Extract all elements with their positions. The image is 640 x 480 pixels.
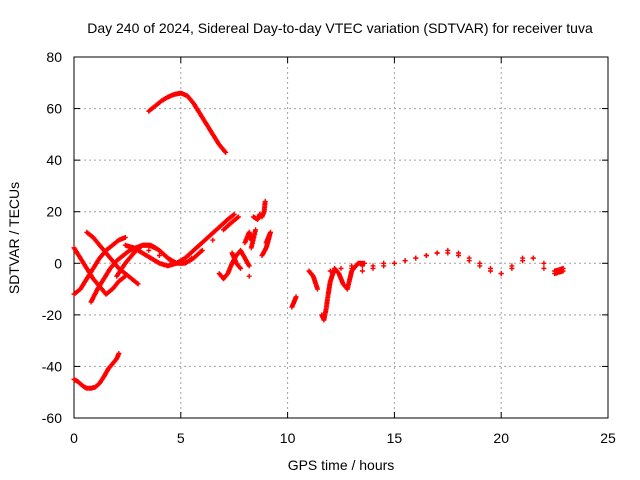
series-markers	[349, 250, 566, 277]
plot-frame	[73, 56, 609, 419]
y-tick-label: -20	[42, 307, 62, 323]
x-tick-label: 10	[280, 430, 296, 446]
y-tick-label: 0	[54, 255, 62, 271]
x-tick-labels: 0 5 10 15 20 25	[70, 430, 616, 446]
series-markers	[146, 214, 241, 266]
series-markers	[306, 260, 367, 323]
series-band-g	[146, 214, 241, 266]
series-dip-l	[306, 260, 367, 323]
series-arc-low	[71, 351, 122, 391]
series-markers	[246, 198, 273, 279]
series-seg-k	[289, 294, 299, 310]
y-axis-label: SDTVAR / TECUs	[6, 182, 22, 294]
series-markers	[289, 294, 299, 310]
chart-title: Day 240 of 2024, Sidereal Day-to-day VTE…	[87, 20, 593, 36]
series-markers	[229, 229, 254, 271]
y-tick-label: 60	[46, 101, 62, 117]
series-long-n	[349, 250, 566, 277]
grid	[74, 57, 608, 418]
x-axis-label: GPS time / hours	[288, 457, 395, 473]
y-tick-labels: -60 -40 -20 0 20 40 60 80	[42, 49, 62, 426]
x-tick-label: 15	[387, 430, 403, 446]
series-markers	[146, 90, 229, 155]
series-markers	[71, 351, 122, 391]
x-tick-label: 5	[177, 430, 185, 446]
x-tick-label: 25	[600, 430, 616, 446]
y-tick-label: -60	[42, 410, 62, 426]
data-points	[71, 90, 566, 391]
x-tick-label: 0	[70, 430, 78, 446]
series-markers	[122, 211, 237, 269]
series-seg-i	[229, 229, 254, 271]
axis-ticks	[73, 56, 609, 419]
y-tick-label: 20	[46, 204, 62, 220]
y-tick-label: -40	[42, 358, 62, 374]
x-tick-label: 20	[493, 430, 509, 446]
y-tick-label: 40	[46, 152, 62, 168]
series-arc-high	[146, 90, 229, 155]
y-tick-label: 80	[46, 49, 62, 65]
series-scatter-j	[246, 198, 273, 279]
series-band-f	[122, 211, 237, 269]
